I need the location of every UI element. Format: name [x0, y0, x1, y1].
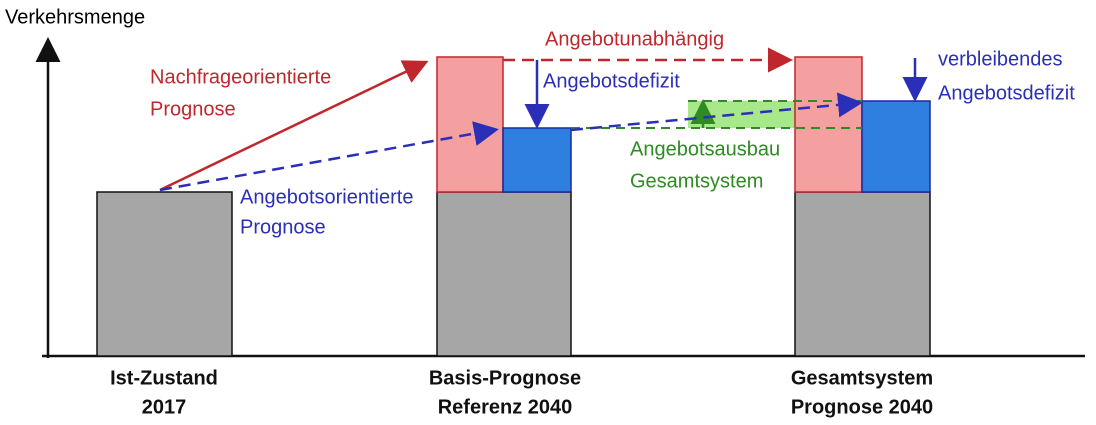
annotation: Angebotunabhängig: [545, 28, 724, 50]
annotation: Angebotsdefizit: [938, 82, 1075, 104]
group-label: Gesamtsystem: [791, 367, 933, 389]
group-label: Basis-Prognose: [429, 367, 581, 389]
annotation: verbleibendes: [938, 48, 1063, 70]
gray-bar: [96, 191, 233, 357]
group-label: 2017: [142, 396, 187, 418]
group-label: Ist-Zustand: [110, 367, 218, 389]
blue-bar: [502, 127, 572, 193]
group-label: Prognose 2040: [791, 396, 933, 418]
pink-bar: [794, 56, 863, 193]
group-label: Referenz 2040: [438, 396, 573, 418]
gray-bar: [794, 191, 931, 357]
gray-bar: [436, 191, 572, 357]
annotation: Gesamtsystem: [630, 170, 763, 192]
annotation: Prognose: [240, 216, 326, 238]
annotation: Angebotsausbau: [630, 138, 780, 160]
axis-label: Verkehrsmenge: [5, 6, 145, 28]
annotation: Prognose: [150, 98, 236, 120]
blue-dashed-arrow: [570, 92, 863, 132]
annotation: Nachfrageorientierte: [150, 66, 331, 88]
red-arrow: [159, 60, 429, 192]
annotation: Angebotsorientierte: [240, 186, 413, 208]
blue-bar: [861, 100, 931, 193]
pink-bar: [436, 56, 504, 193]
annotation: Angebotsdefizit: [543, 70, 680, 92]
